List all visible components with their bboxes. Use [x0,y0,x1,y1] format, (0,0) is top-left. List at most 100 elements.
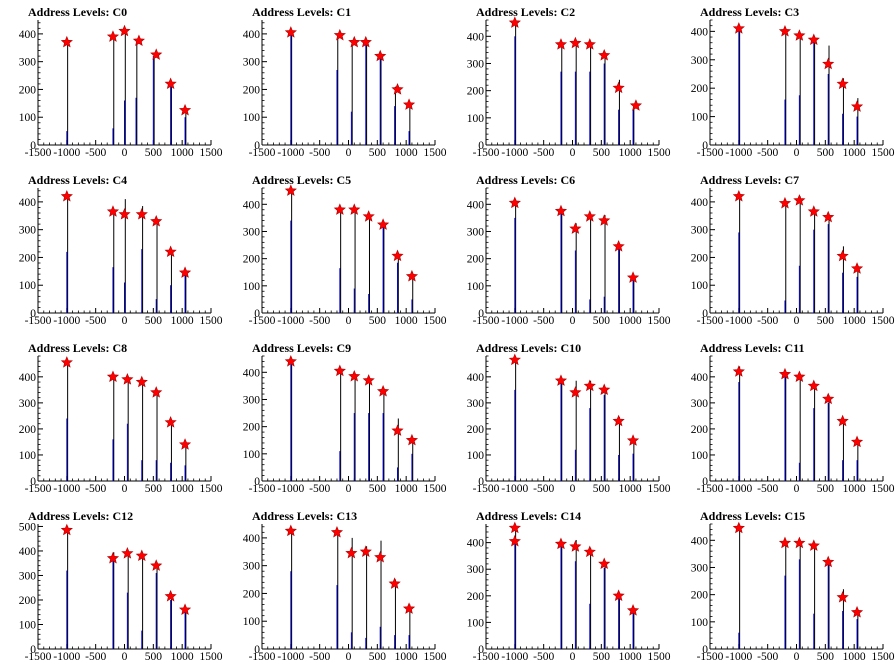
peak-marker [554,204,568,217]
peak-marker [583,210,596,222]
peak-marker [629,99,643,111]
chart-panel: Address Levels: C14 0 100 200 300 400 -1500 -10… [448,504,672,672]
y-tick-label: 300 [243,561,261,573]
y-tick-label: 0 [254,644,260,656]
x-tick-label: -500 [85,315,106,327]
peak-marker [732,22,745,34]
y-tick-label: 200 [243,84,261,96]
peak-marker [793,536,806,549]
peak-marker [807,33,820,46]
x-tick-label: -1000 [725,483,752,495]
histogram-bars [514,22,635,145]
histogram-bars [738,366,859,481]
x-tick-label: 1000 [395,147,418,159]
y-tick-label: 200 [691,590,709,602]
peak-marker [612,240,625,252]
y-tick-label: 400 [19,372,37,384]
x-tick-label: 500 [369,651,387,663]
peak-marker [732,365,745,377]
peak-markers [732,189,864,274]
peak-marker [554,374,568,386]
x-tick-label: -1500 [473,483,500,495]
peak-marker [164,589,177,602]
x-tick-label: -1000 [501,315,528,327]
peak-marker [135,375,148,388]
x-tick-label: 500 [369,315,387,327]
peak-marker [508,196,521,209]
peak-marker [150,559,163,571]
peak-marker [60,356,73,368]
peak-marker [330,525,344,538]
peak-marker [377,218,390,230]
peak-marker [822,555,835,568]
axes: 0 100 200 300 400 -1500 -1000 -500 0 500 1000 1500 [691,19,895,159]
peak-marker [598,48,611,61]
peak-marker [106,205,120,217]
peak-marker [377,384,390,397]
histogram-bars [738,196,859,313]
axes: 0 100 200 300 400 -1500 -1000 -500 0 500 1000 1500 [19,355,223,495]
chart-title: Address Levels: C2 [476,5,576,19]
y-tick-label: 400 [691,535,709,547]
x-tick-label: -1000 [277,483,304,495]
peak-marker [850,262,864,274]
chart-title: Address Levels: C8 [28,341,128,355]
peak-marker [732,189,745,202]
x-tick-label: 0 [346,651,352,663]
x-tick-label: 1500 [200,315,223,327]
chart-title: Address Levels: C15 [700,509,806,523]
x-tick-label: 0 [794,147,800,159]
peak-marker [150,386,163,398]
x-tick-label: -500 [533,651,554,663]
x-tick-label: -1000 [53,483,80,495]
chart-panel: Address Levels: C1 0 100 200 300 400 -1500 -100… [224,0,448,168]
peak-marker [362,210,375,222]
peak-marker [135,549,148,562]
x-tick-label: 1000 [843,651,866,663]
x-tick-label: 0 [570,651,576,663]
peak-marker [164,245,177,258]
chart-panel: Address Levels: C13 0 100 200 300 400 -1500 -10… [224,504,448,672]
peak-marker [284,355,297,367]
y-tick-label: 200 [691,252,709,264]
peak-marker [850,100,864,112]
y-tick-label: 400 [243,199,261,211]
histogram-bars [66,31,187,145]
peak-marker [374,49,387,62]
histogram-bars [290,190,414,313]
chart-panel: Address Levels: C2 0 100 200 300 400 -1500 -100… [448,0,672,168]
peak-marker [178,603,192,615]
y-tick-label: 0 [702,476,708,488]
x-tick-label: 0 [570,315,576,327]
y-tick-label: 200 [19,84,37,96]
x-tick-label: 500 [593,483,611,495]
peak-marker [178,103,192,116]
x-tick-label: 1000 [843,315,866,327]
x-tick-label: 1500 [200,483,223,495]
peak-marker [626,604,640,616]
y-tick-label: 100 [691,450,709,462]
chart-plot: 0 100 200 300 400 -1500 -1000 -500 0 500 1000 1500 [691,355,895,495]
chart-panel: Address Levels: C6 0 100 200 300 400 -1500 -100… [448,168,672,336]
x-tick-label: -500 [309,315,330,327]
x-tick-label: 1000 [171,315,194,327]
y-tick-label: 100 [243,449,261,461]
peak-markers [508,521,640,616]
peak-marker [569,386,582,398]
y-tick-label: 300 [691,225,709,237]
x-tick-label: 0 [346,147,352,159]
peak-marker [554,537,568,550]
y-tick-label: 0 [478,140,484,152]
y-tick-label: 300 [467,564,485,576]
x-tick-label: 1000 [395,315,418,327]
chart-plot: 0 100 200 300 400 -1500 -1000 -500 0 500 1000 1500 [467,187,671,327]
x-tick-label: 1000 [395,483,418,495]
chart-title: Address Levels: C9 [252,341,352,355]
peak-marker [583,38,596,50]
x-tick-label: 1500 [872,483,895,495]
x-tick-label: -1500 [249,651,276,663]
y-tick-label: 0 [254,476,260,488]
x-tick-label: -1000 [277,147,304,159]
y-tick-label: 200 [467,254,485,266]
